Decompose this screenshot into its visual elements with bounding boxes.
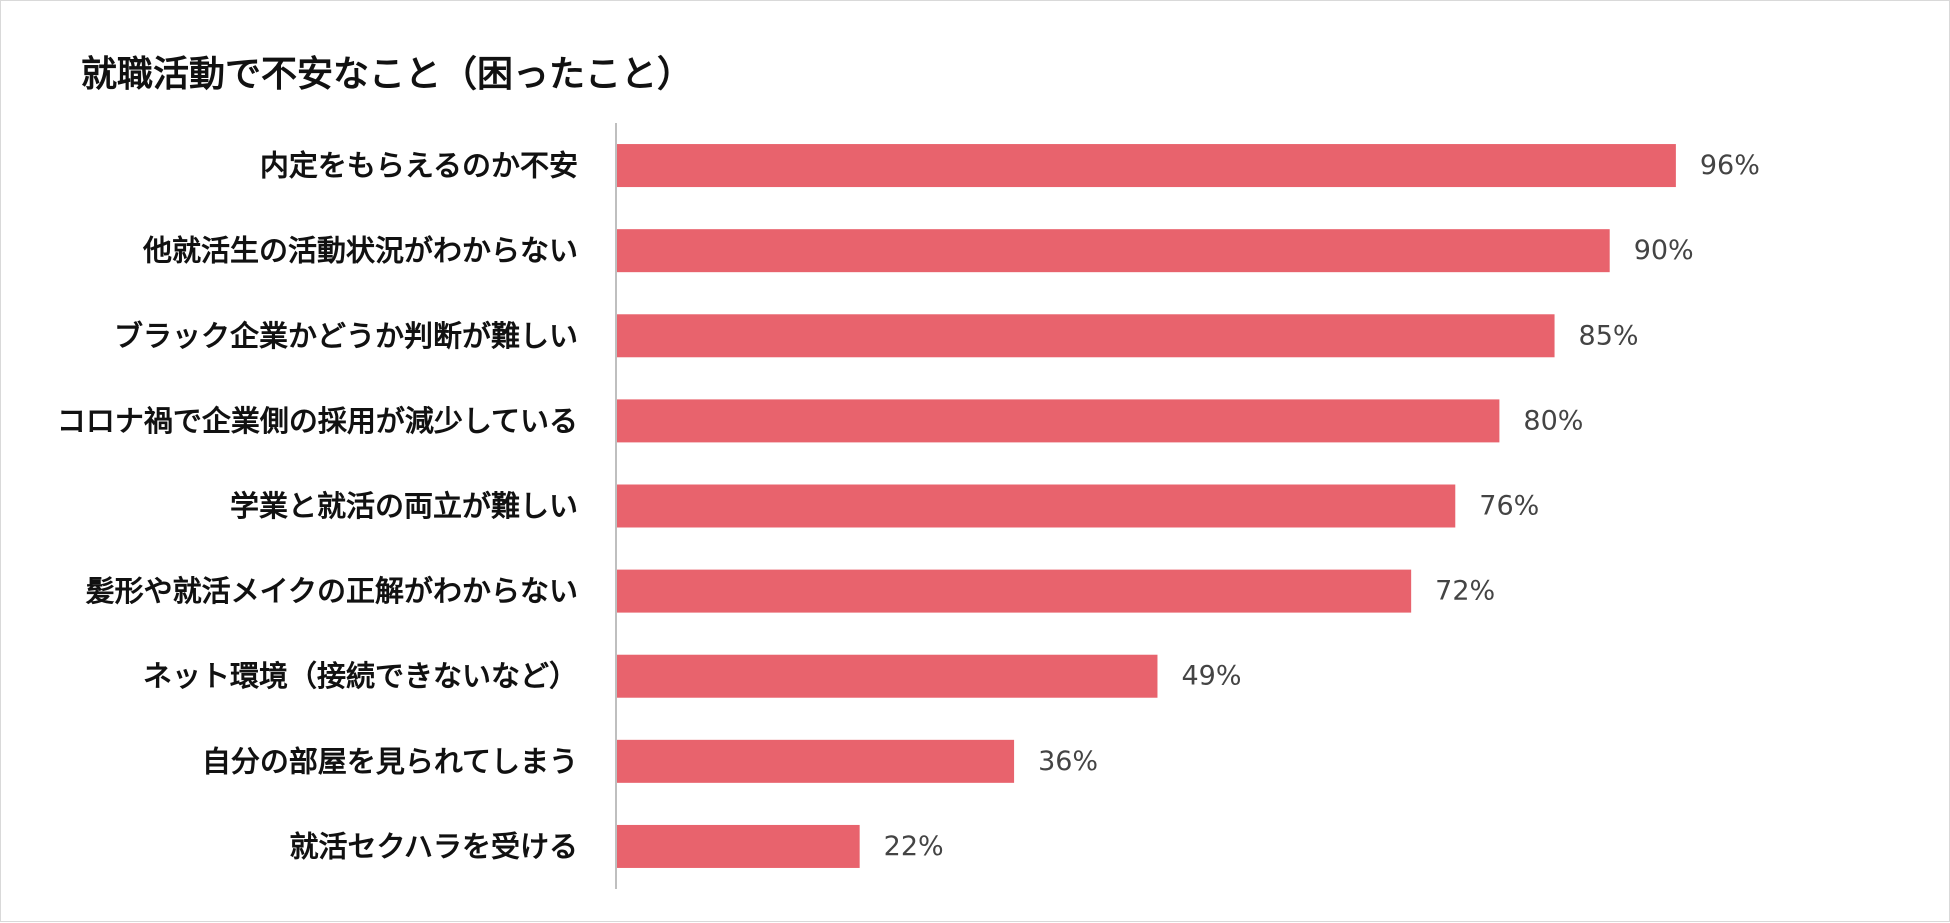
bar — [617, 654, 1158, 698]
category-label: 学業と就活の両立が難しい — [230, 489, 578, 523]
data-label: 80% — [1523, 405, 1583, 436]
category-label: ブラック企業かどうか判断が難しい — [114, 319, 578, 353]
chart-title: 就職活動で不安なこと（困ったこと） — [81, 54, 694, 95]
category-label: 髪形や就活メイクの正解がわからない — [85, 574, 578, 608]
data-label: 72% — [1435, 576, 1495, 607]
data-label: 49% — [1181, 661, 1241, 692]
category-label: 他就活生の活動状況がわからない — [142, 234, 578, 268]
data-label: 76% — [1479, 491, 1539, 522]
category-label: 内定をもらえるのか不安 — [260, 149, 578, 183]
data-label: 96% — [1700, 150, 1760, 181]
data-label: 90% — [1634, 235, 1694, 266]
category-label: 就活セクハラを受ける — [289, 829, 578, 863]
bar — [617, 229, 1610, 273]
data-label: 85% — [1579, 320, 1639, 351]
bar — [617, 569, 1412, 613]
bar — [617, 484, 1456, 528]
category-label: ネット環境（接続できないなど） — [143, 659, 578, 693]
bar — [617, 314, 1555, 358]
category-label: コロナ禍で企業側の採用が減少している — [57, 404, 578, 438]
data-label: 36% — [1038, 746, 1098, 777]
category-label: 自分の部屋を見られてしまう — [202, 744, 578, 778]
data-label: 22% — [884, 831, 944, 862]
bar — [617, 399, 1500, 443]
bar — [617, 824, 860, 868]
bar — [617, 739, 1015, 783]
bar — [617, 144, 1676, 188]
